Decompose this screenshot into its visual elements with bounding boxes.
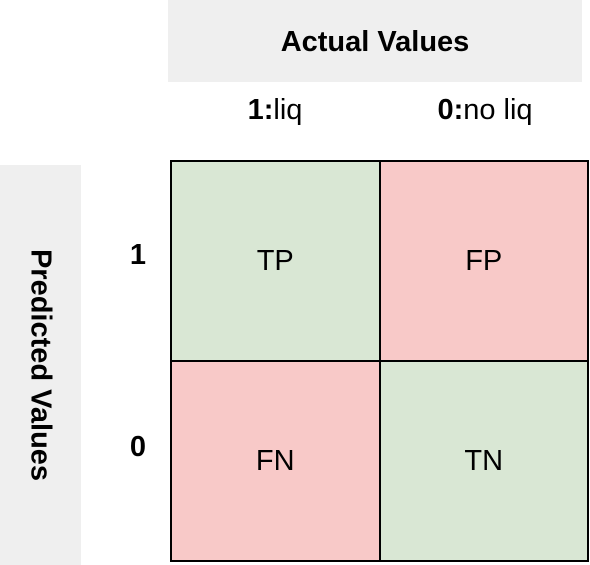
- actual-values-header: Actual Values: [168, 0, 582, 82]
- column-key-0: 0:: [437, 93, 464, 126]
- cell-false-negative: FN: [172, 361, 380, 560]
- row-label-0: 0: [129, 430, 147, 463]
- cell-true-positive: TP: [172, 162, 380, 361]
- column-name-liq: liq: [273, 93, 303, 126]
- predicted-values-header: Predicted Values: [24, 248, 57, 482]
- row-label-1: 1: [129, 238, 147, 271]
- column-name-no-liq: no liq: [463, 93, 533, 126]
- column-label-liq: 1: liq: [170, 88, 380, 132]
- confusion-matrix: TP FP FN TN: [170, 160, 589, 562]
- column-key-1: 1:: [247, 93, 274, 126]
- cell-false-positive: FP: [379, 162, 587, 361]
- predicted-values-header-band: [0, 165, 81, 565]
- column-label-no-liq: 0: no liq: [380, 88, 590, 132]
- cell-true-negative: TN: [379, 361, 587, 560]
